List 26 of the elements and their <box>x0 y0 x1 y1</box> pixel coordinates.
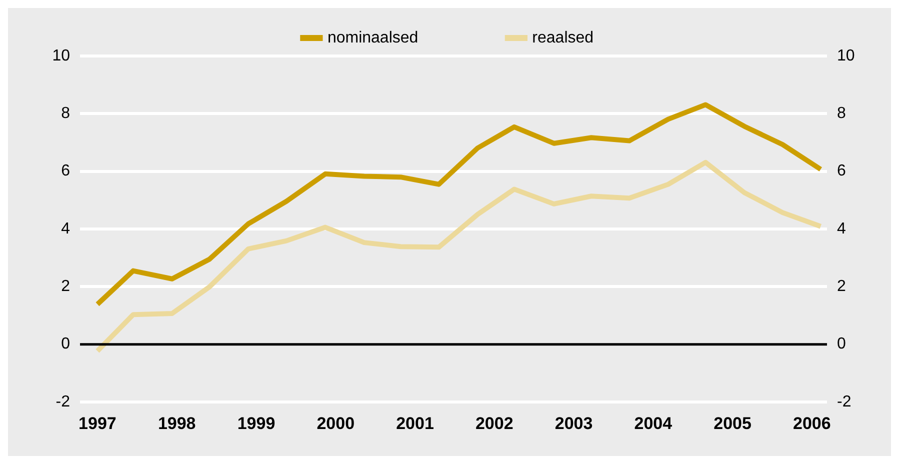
y2-tick-label: 2 <box>837 278 846 296</box>
legend-label: reaalsed <box>532 29 594 46</box>
x-tick-label: 1997 <box>78 414 116 433</box>
y-tick-label: 4 <box>61 220 70 238</box>
x-tick-label: 2001 <box>396 414 434 433</box>
y-tick-label: 0 <box>61 336 70 353</box>
y-tick-label: 2 <box>61 278 70 296</box>
y2-tick-label: 8 <box>837 105 846 122</box>
x-tick-label: 1998 <box>158 414 196 433</box>
y2-tick-label: 0 <box>837 336 846 353</box>
y2-tick-label: 10 <box>837 47 855 64</box>
x-tick-label: 2005 <box>714 414 752 433</box>
y-tick-label: 6 <box>61 162 70 180</box>
x-tick-label: 2002 <box>475 414 514 433</box>
legend-label: nominaalsed <box>327 29 418 46</box>
y2-tick-label: 6 <box>837 162 846 180</box>
y-tick-label: -2 <box>56 393 70 410</box>
y2-tick-label: 4 <box>837 220 846 238</box>
x-tick-label: 2004 <box>634 414 673 433</box>
y2-tick-label: -2 <box>837 393 852 410</box>
x-tick-label: 2006 <box>793 414 831 433</box>
y-tick-label: 10 <box>52 47 70 64</box>
x-tick-label: 2000 <box>316 414 355 433</box>
y-tick-label: 8 <box>61 105 70 122</box>
x-tick-label: 1999 <box>237 414 276 433</box>
x-tick-label: 2003 <box>554 414 593 433</box>
